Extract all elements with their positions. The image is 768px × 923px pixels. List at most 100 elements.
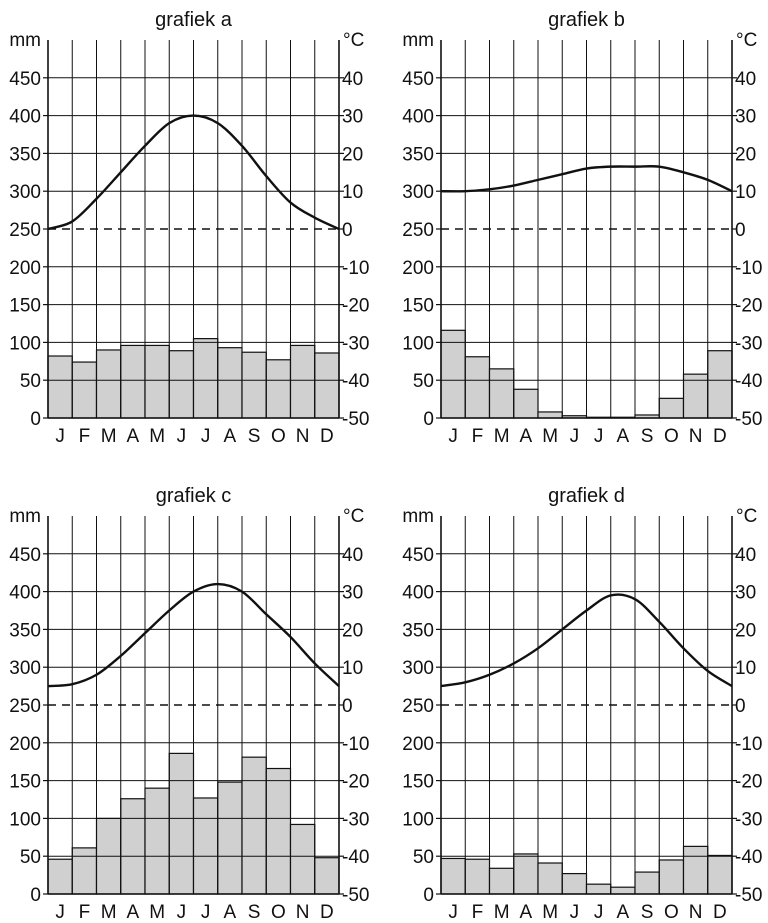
right-tick-label: 40 [735,545,756,566]
left-axis-unit: mm [9,30,41,51]
month-label: A [617,902,630,923]
month-label: N [296,902,310,923]
left-tick-label: 450 [402,69,434,90]
right-tick-label: -20 [735,772,762,793]
right-tick-label: 30 [735,583,756,604]
month-label: J [594,902,604,923]
precipitation-bar [314,857,340,895]
month-label: J [55,426,65,447]
month-label: F [472,902,484,923]
left-tick-label: 300 [9,182,41,203]
month-label: N [296,426,310,447]
month-label: A [127,426,140,447]
right-tick-label: 20 [735,144,756,165]
left-tick-label: 50 [413,371,434,392]
precipitation-bar [217,781,243,895]
precipitation-bar [120,344,146,419]
month-label: M [101,426,117,447]
precipitation-bar [241,756,267,895]
month-label: D [320,902,334,923]
left-tick-label: 250 [402,220,434,241]
right-tick-label: -50 [735,885,762,906]
right-tick-label: -40 [342,847,369,868]
right-tick-label: 10 [342,182,363,203]
left-tick-label: 300 [9,658,41,679]
left-tick-label: 400 [402,107,434,128]
precipitation-bar [314,352,340,419]
precipitation-bar [120,798,146,895]
temperature-line [440,593,733,688]
month-label: O [664,426,679,447]
right-tick-label: 40 [735,69,756,90]
left-tick-label: 200 [402,734,434,755]
left-tick-label: 350 [9,144,41,165]
chart-panel-d: grafiek d050100150200250300350400450mm-5… [402,485,762,923]
precipitation-bar [71,361,98,419]
precipitation-bar [634,871,660,895]
precipitation-bar [440,857,466,895]
month-label: M [149,426,165,447]
month-label: N [689,426,703,447]
left-tick-label: 150 [9,296,41,317]
chart-panel-b: grafiek b050100150200250300350400450mm-5… [402,9,762,447]
precipitation-bar [289,823,316,895]
month-label: A [224,902,237,923]
precipitation-bar [289,344,316,419]
precipitation-bar [95,349,122,419]
left-tick-label: 0 [30,409,41,430]
month-label: M [542,426,558,447]
precipitation-bar [464,858,491,895]
temperature-line [47,582,340,688]
left-tick-label: 100 [402,333,434,354]
precipitation-bar [168,350,195,419]
month-label: A [617,426,630,447]
left-tick-label: 0 [30,885,41,906]
month-label: A [127,902,140,923]
month-label: J [594,426,604,447]
precipitation-bar [707,350,733,419]
month-label: J [177,902,187,923]
month-label: M [542,902,558,923]
month-label: J [177,426,187,447]
right-tick-label: 0 [735,696,746,717]
left-tick-label: 350 [402,620,434,641]
left-axis-unit: mm [9,506,41,527]
month-label: D [320,426,334,447]
month-label: S [248,426,261,447]
precipitation-bar [440,329,466,419]
right-tick-label: -40 [735,371,762,392]
month-label: J [201,426,211,447]
precipitation-bar [610,886,636,895]
month-label: O [271,902,286,923]
left-axis-unit: mm [402,30,434,51]
left-tick-label: 250 [9,220,41,241]
chart-title: grafiek a [155,9,233,31]
left-tick-label: 400 [402,583,434,604]
precipitation-bar [192,797,219,895]
right-tick-label: -20 [735,296,762,317]
right-tick-label: -50 [342,885,369,906]
left-tick-label: 150 [402,772,434,793]
left-tick-label: 50 [413,847,434,868]
left-tick-label: 300 [402,658,434,679]
right-tick-label: -30 [735,333,762,354]
precipitation-bar [168,752,195,895]
precipitation-bar [192,338,219,419]
left-tick-label: 400 [9,107,41,128]
precipitation-bar [561,872,588,895]
precipitation-bar [265,767,292,895]
precipitation-bar [585,883,612,895]
precipitation-bar [265,359,292,419]
left-tick-label: 100 [9,809,41,830]
left-tick-label: 200 [9,258,41,279]
right-tick-label: 30 [735,107,756,128]
month-label: O [271,426,286,447]
month-label: J [448,902,458,923]
left-tick-label: 350 [9,620,41,641]
precipitation-bar [537,862,563,895]
chart-panel-c: grafiek c050100150200250300350400450mm-5… [9,485,369,923]
precipitation-bar [537,411,563,419]
right-tick-label: -20 [342,772,369,793]
right-tick-label: -40 [735,847,762,868]
month-label: S [248,902,261,923]
